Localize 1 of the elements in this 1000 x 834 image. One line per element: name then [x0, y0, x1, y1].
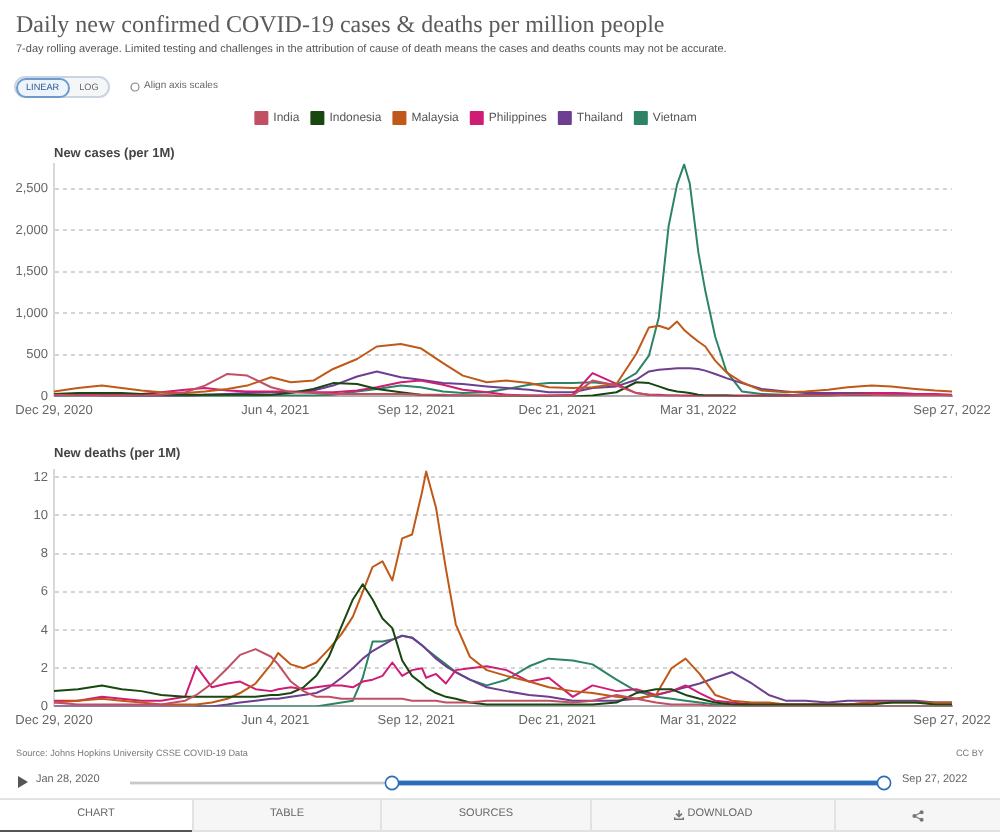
chart-title: Daily new confirmed COVID-19 cases & deaths per million people — [16, 10, 665, 40]
